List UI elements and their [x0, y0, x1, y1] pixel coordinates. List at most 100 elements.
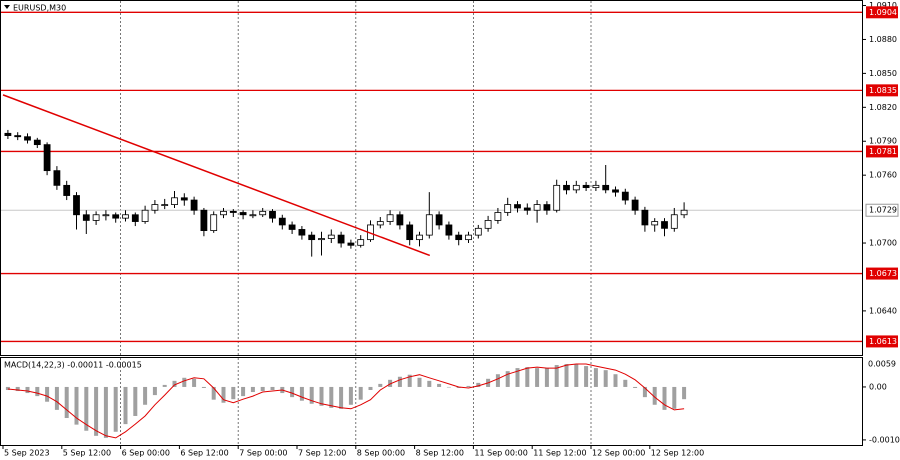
macd-bar — [535, 368, 540, 387]
candle-body — [376, 221, 384, 226]
macd-y-tick-label: -0.00104 — [869, 435, 900, 444]
candle-body — [122, 214, 129, 219]
macd-panel — [0, 357, 863, 446]
macd-bar — [54, 386, 59, 410]
candle-body — [269, 210, 276, 219]
candle-body — [33, 139, 41, 146]
macd-bar — [290, 386, 295, 398]
macd-bar — [192, 378, 197, 387]
candle-body — [445, 224, 453, 236]
menu-arrow[interactable] — [4, 5, 10, 9]
level-tag — [866, 267, 898, 280]
macd-bar — [476, 382, 481, 387]
x-tick-label: 12 Sep 00:00 — [592, 449, 645, 458]
candle-body — [651, 221, 659, 226]
macd-bar — [152, 386, 157, 396]
macd-signal-line — [7, 363, 685, 439]
macd-bar — [584, 366, 589, 387]
macd-bar — [495, 374, 500, 387]
macd-bar — [231, 386, 236, 400]
macd-bar — [662, 386, 667, 410]
candle-body — [278, 217, 286, 226]
y-tick-label: 1.0880 — [869, 35, 897, 44]
macd-bar — [25, 386, 30, 394]
macd-bar — [505, 371, 510, 387]
candle-body — [543, 204, 551, 211]
candle-body — [200, 209, 208, 231]
x-tick-label: 5 Sep 2023 — [4, 449, 50, 458]
candle-body — [494, 212, 502, 221]
x-tick-label: 8 Sep 00:00 — [357, 449, 405, 458]
y-tick-label: 1.0820 — [869, 103, 897, 112]
macd-bar — [427, 380, 432, 387]
candle-body — [563, 184, 570, 191]
macd-y-tick-label: 0.00 — [869, 382, 887, 391]
candle-body — [386, 214, 394, 222]
level-tag — [866, 84, 898, 97]
candle-body — [396, 214, 404, 226]
macd-bar — [574, 364, 579, 387]
candle-body — [298, 229, 306, 236]
candle-body — [43, 144, 51, 172]
candle-body — [259, 210, 267, 216]
macd-bar — [339, 386, 344, 409]
candle-body — [53, 170, 61, 186]
candle-body — [435, 214, 443, 226]
macd-bar — [417, 377, 422, 387]
level-tag — [866, 145, 898, 158]
candle-body — [533, 204, 541, 211]
macd-bar — [133, 386, 138, 416]
y-tick-label: 1.0700 — [869, 239, 897, 248]
level-label: 1.0904 — [869, 8, 897, 17]
macd-bar — [201, 386, 206, 388]
x-tick-label: 11 Sep 12:00 — [533, 449, 586, 458]
candle-body — [631, 199, 639, 211]
candle-body — [318, 238, 325, 241]
x-tick-label: 7 Sep 00:00 — [239, 449, 287, 458]
macd-bar — [613, 374, 618, 387]
macd-top-label: 0.0059 — [868, 360, 896, 369]
macd-bar — [319, 386, 324, 406]
candle-body — [670, 214, 678, 229]
candle-body — [455, 234, 463, 241]
macd-bar — [446, 386, 451, 388]
candle-body — [357, 239, 365, 246]
macd-bar — [172, 380, 177, 387]
macd-bar — [221, 386, 226, 403]
macd-bar — [515, 368, 520, 387]
candle-body — [553, 184, 561, 211]
macd-bar — [15, 386, 20, 392]
macd-bar — [368, 386, 373, 391]
candle-body — [73, 195, 80, 216]
y-tick-label: 1.0760 — [869, 171, 897, 180]
level-label: 1.0781 — [869, 147, 897, 156]
macd-bar — [299, 386, 304, 401]
y-tick-label: 1.0640 — [869, 306, 897, 315]
macd-bar — [329, 386, 334, 408]
candle-body — [523, 207, 531, 211]
macd-bar — [397, 376, 402, 387]
candle-body — [474, 227, 482, 236]
candle-body — [82, 214, 90, 221]
candle-body — [602, 184, 610, 191]
candle-body — [161, 204, 169, 206]
macd-bar — [143, 386, 148, 405]
macd-bar — [466, 385, 471, 387]
macd-bar — [270, 386, 275, 391]
trend-line — [2, 94, 431, 257]
macd-bar — [544, 368, 549, 387]
macd-bar — [407, 374, 412, 387]
macd-bar — [103, 386, 108, 438]
macd-bar — [211, 386, 216, 400]
x-tick-label: 5 Sep 12:00 — [63, 449, 111, 458]
y-tick-label: 1.0850 — [869, 69, 897, 78]
macd-bar — [260, 386, 265, 392]
macd-bar — [5, 386, 10, 391]
macd-bar — [162, 384, 167, 387]
candle-body — [102, 214, 110, 217]
macd-bar — [564, 364, 569, 387]
candle-body — [229, 210, 237, 213]
macd-bar — [45, 386, 50, 402]
candle-body — [112, 214, 120, 219]
